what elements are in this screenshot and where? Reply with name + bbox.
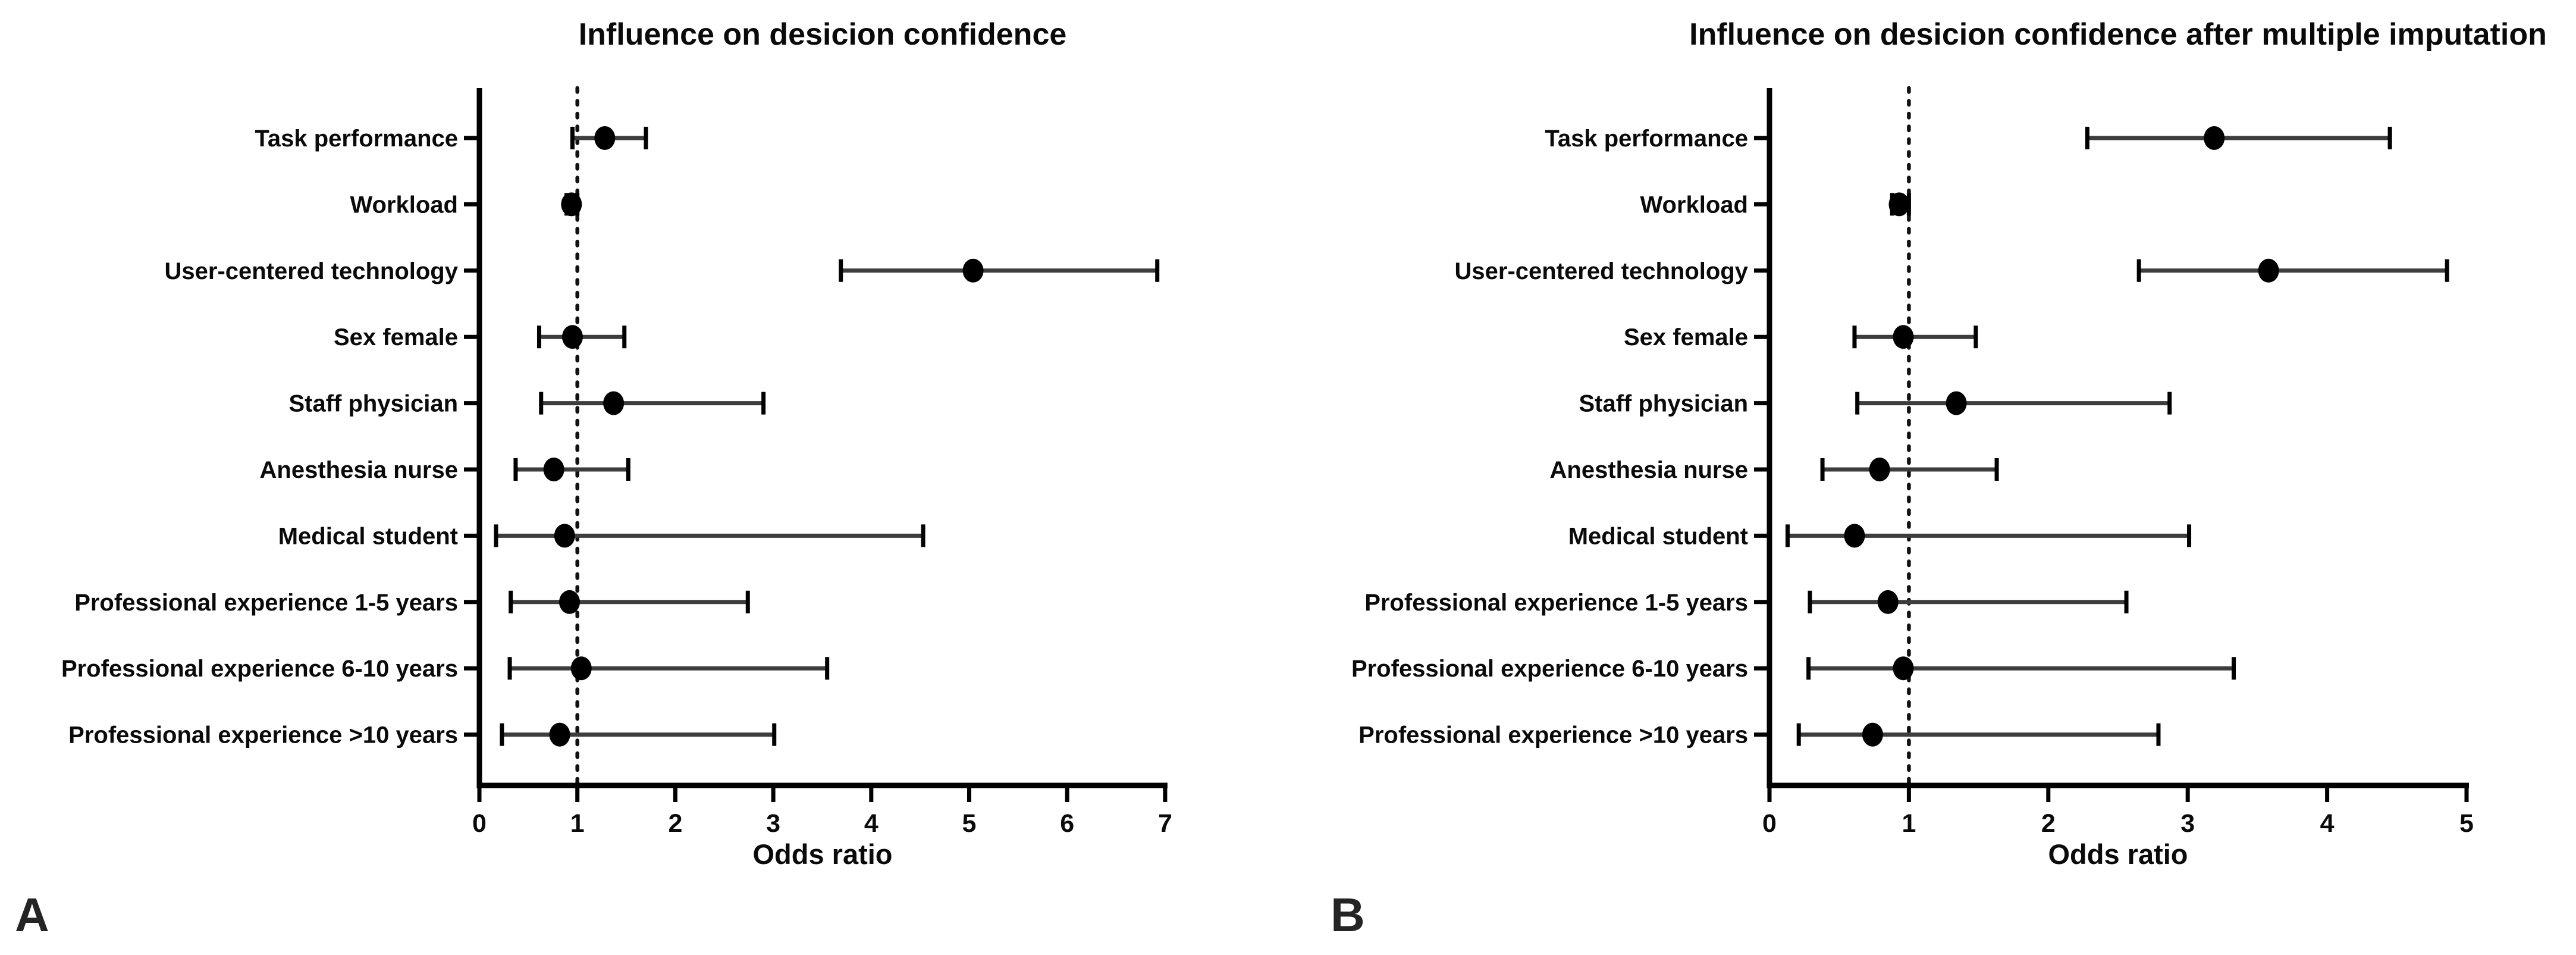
x-axis-tick-label: 5 [962,809,977,838]
category-label: Professional experience 1-5 years [1364,590,1748,616]
odds-ratio-point [1888,192,1910,217]
x-axis-tick-label: 3 [766,809,780,838]
error-bar [1806,656,2236,681]
category-label: User-centered technology [1455,258,1749,284]
odds-ratio-point [962,258,984,283]
x-axis-tick-label: 4 [2320,809,2335,838]
error-bar [1888,192,1911,217]
category-label: Workload [350,192,458,218]
odds-ratio-point [570,656,592,681]
error-bar [839,258,1160,283]
panel-b-xaxis-label: Odds ratio [2048,838,2188,870]
x-axis-tick-label: 3 [2180,809,2195,838]
odds-ratio-point [554,524,575,548]
category-label: Professional experience >10 years [68,722,458,749]
error-bar [509,590,750,614]
odds-ratio-point [2258,258,2279,283]
panel-a-letter: A [15,888,49,941]
x-axis-tick-label: 7 [1158,809,1172,838]
category-label: Workload [1640,192,1748,218]
odds-ratio-point [549,722,570,747]
category-label: User-centered technology [165,258,459,284]
x-axis-tick-label: 1 [570,809,585,838]
category-label: Anesthesia nurse [1550,457,1748,483]
category-label: Professional experience >10 years [1358,722,1748,749]
error-bar [561,192,582,217]
error-bar [536,325,627,349]
odds-ratio-point [561,325,583,349]
x-axis-tick-label: 2 [668,809,682,838]
error-bar [494,524,925,548]
error-bar [507,656,830,681]
error-bar [500,722,777,747]
error-bar [1808,590,2129,614]
error-bar [539,391,766,415]
category-label: Staff physician [288,391,458,417]
panel-a-plot: 0 1 2 3 4 5 6 7 Task performance Workload User-cen… [61,86,1172,838]
odds-ratio-point [1893,656,1914,681]
x-axis-tick-label: 1 [1902,809,1916,838]
odds-ratio-point [603,391,625,415]
x-axis-tick-label: 5 [2459,809,2474,838]
category-label: Professional experience 6-10 years [61,656,458,682]
x-axis-tick-label: 4 [864,809,878,838]
error-bar [513,458,630,481]
category-label: Professional experience 6-10 years [1351,656,1748,682]
odds-ratio-point [594,126,616,150]
odds-ratio-point [561,192,582,217]
odds-ratio-point [1869,458,1890,481]
category-label: Sex female [1624,324,1748,350]
category-label: Medical student [1568,523,1748,549]
category-label: Task performance [255,126,458,152]
error-bar [1820,458,1999,481]
odds-ratio-point [1844,524,1865,548]
panel-a-title: Influence on desicion confidence [578,17,1067,52]
error-bar [570,126,648,150]
panel-b-title: Influence on desicion confidence after m… [1689,17,2547,52]
error-bar [1796,722,2161,747]
odds-ratio-point [543,458,564,481]
odds-ratio-point [1862,722,1883,747]
category-label: Task performance [1545,126,1748,152]
odds-ratio-point [1877,590,1899,614]
odds-ratio-point [1946,391,1967,415]
category-label: Professional experience 1-5 years [74,590,458,616]
error-bar [1855,391,2172,415]
category-label: Anesthesia nurse [260,457,458,483]
x-axis-tick-label: 2 [2041,809,2056,838]
panel-b-plot: 0 1 2 3 4 5 Task performance Workload User-cente… [1351,86,2474,838]
error-bar [2136,258,2449,283]
x-axis-tick-label: 6 [1060,809,1074,838]
x-axis-tick-label: 0 [1762,809,1777,838]
error-bar [2085,126,2392,150]
panel-b-letter: B [1331,888,1365,941]
odds-ratio-point [559,590,581,614]
category-label: Sex female [334,324,458,350]
category-label: Staff physician [1579,391,1748,417]
x-axis-tick-label: 0 [472,809,487,838]
odds-ratio-point [1893,325,1914,349]
error-bar [1852,325,1978,349]
category-label: Medical student [278,523,458,549]
odds-ratio-point [2204,126,2225,150]
error-bar [1785,524,2192,548]
panel-a-xaxis-label: Odds ratio [752,838,893,870]
